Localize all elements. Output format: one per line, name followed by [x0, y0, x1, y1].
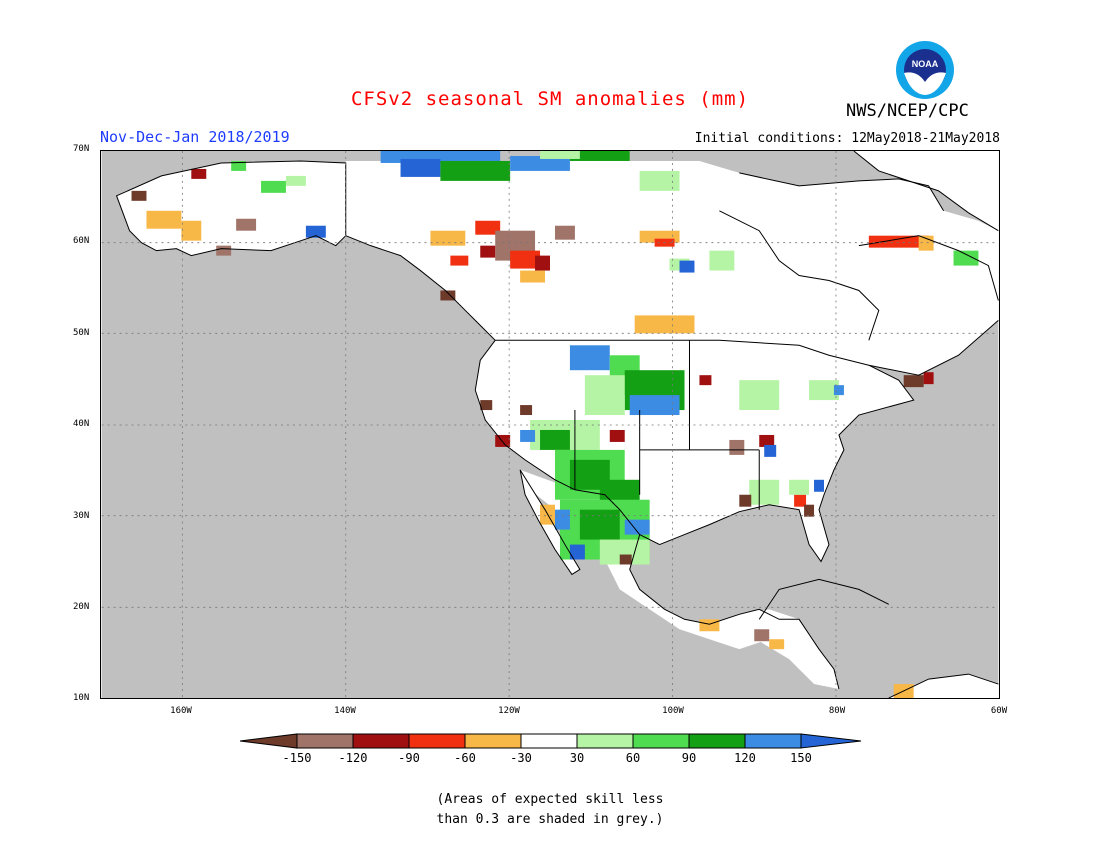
colorbar-cell — [632, 733, 690, 749]
colorbar-cell — [464, 733, 522, 749]
lat-label-70n: 70N — [73, 144, 90, 154]
lat-label-10n: 10N — [73, 693, 90, 703]
lat-label-30n: 30N — [73, 511, 90, 521]
colorbar-tick: 60 — [625, 751, 641, 765]
map-title: CFSv2 seasonal SM anomalies (mm) — [350, 88, 750, 110]
lon-label-120w: 120W — [498, 706, 520, 716]
anomaly-cells — [131, 151, 979, 698]
lon-label-60w: 60W — [990, 706, 1008, 716]
colorbar-tick: 150 — [790, 751, 812, 765]
noaa-logo: NOAA — [896, 41, 954, 99]
lon-label-80w: 80W — [828, 706, 846, 716]
colorbar-tick: -150 — [282, 751, 312, 765]
lat-label-60n: 60N — [73, 236, 90, 246]
colorbar-cell — [352, 733, 410, 749]
skill-note-line-2: than 0.3 are shaded in grey.) — [436, 812, 664, 827]
graticule — [101, 151, 999, 698]
logo-text: NOAA — [912, 59, 939, 69]
agency-label: NWS/NCEP/CPC — [846, 101, 969, 121]
lat-label-40n: 40N — [73, 419, 90, 429]
colorbar-tick: 30 — [569, 751, 585, 765]
forecast-period: Nov-Dec-Jan 2018/2019 — [100, 128, 290, 146]
anomaly-map — [100, 150, 1000, 699]
colorbar-cell — [744, 733, 802, 749]
colorbar-tick: -90 — [398, 751, 420, 765]
colorbar-tick: -30 — [510, 751, 532, 765]
colorbar-tick: 120 — [734, 751, 756, 765]
colorbar-cell — [576, 733, 634, 749]
borders — [115, 151, 999, 698]
colorbar-cell — [408, 733, 466, 749]
colorbar-tick: -60 — [454, 751, 476, 765]
colorbar-low-arrow — [240, 733, 298, 749]
initial-conditions: Initial conditions: 12May2018-21May2018 — [694, 131, 1000, 146]
colorbar-tick: -120 — [338, 751, 368, 765]
lon-label-100w: 100W — [662, 706, 684, 716]
lat-label-50n: 50N — [73, 328, 90, 338]
lat-label-20n: 20N — [73, 602, 90, 612]
colorbar-cell — [688, 733, 746, 749]
colorbar — [240, 733, 862, 749]
skill-note-line-1: (Areas of expected skill less — [436, 792, 664, 807]
lon-label-140w: 140W — [334, 706, 356, 716]
colorbar-cell — [296, 733, 354, 749]
colorbar-cell — [520, 733, 578, 749]
colorbar-tick: 90 — [681, 751, 697, 765]
colorbar-high-arrow — [800, 733, 862, 749]
lon-label-160w: 160W — [170, 706, 192, 716]
